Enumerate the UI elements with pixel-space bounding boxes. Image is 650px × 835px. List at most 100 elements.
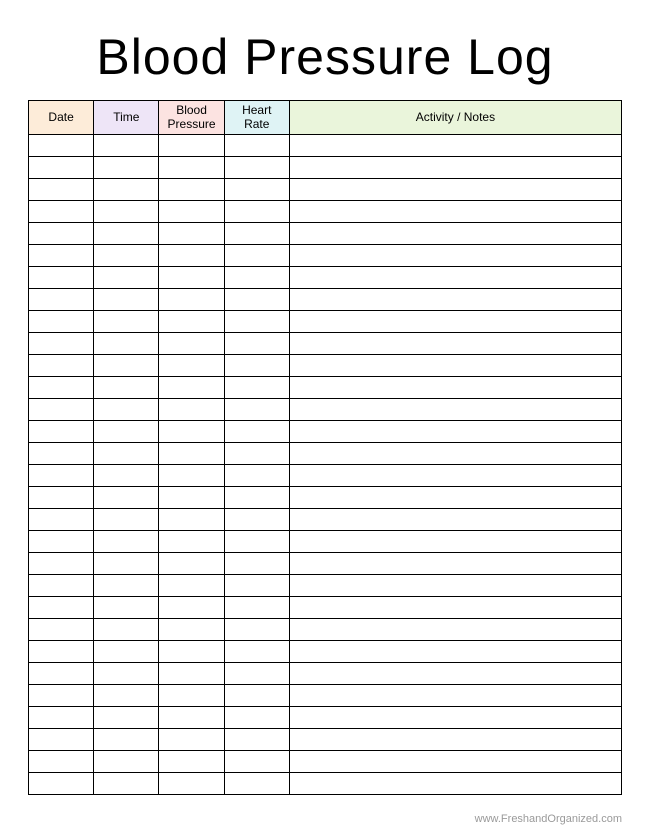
table-cell[interactable] — [29, 421, 94, 443]
table-cell[interactable] — [94, 531, 159, 553]
table-cell[interactable] — [289, 619, 621, 641]
table-cell[interactable] — [224, 663, 289, 685]
table-cell[interactable] — [224, 443, 289, 465]
table-cell[interactable] — [224, 707, 289, 729]
table-cell[interactable] — [224, 641, 289, 663]
table-cell[interactable] — [94, 135, 159, 157]
table-cell[interactable] — [159, 729, 224, 751]
table-cell[interactable] — [289, 333, 621, 355]
table-cell[interactable] — [29, 311, 94, 333]
table-cell[interactable] — [289, 443, 621, 465]
table-cell[interactable] — [94, 201, 159, 223]
table-cell[interactable] — [224, 399, 289, 421]
table-cell[interactable] — [159, 487, 224, 509]
table-cell[interactable] — [159, 465, 224, 487]
table-cell[interactable] — [289, 553, 621, 575]
table-cell[interactable] — [289, 465, 621, 487]
table-cell[interactable] — [289, 751, 621, 773]
table-cell[interactable] — [94, 553, 159, 575]
table-cell[interactable] — [29, 399, 94, 421]
table-cell[interactable] — [29, 267, 94, 289]
table-cell[interactable] — [289, 575, 621, 597]
table-cell[interactable] — [289, 663, 621, 685]
table-cell[interactable] — [224, 487, 289, 509]
table-cell[interactable] — [159, 597, 224, 619]
table-cell[interactable] — [224, 333, 289, 355]
table-cell[interactable] — [29, 619, 94, 641]
table-cell[interactable] — [289, 245, 621, 267]
table-cell[interactable] — [29, 729, 94, 751]
table-cell[interactable] — [159, 355, 224, 377]
table-cell[interactable] — [159, 289, 224, 311]
table-cell[interactable] — [94, 707, 159, 729]
table-cell[interactable] — [94, 641, 159, 663]
table-cell[interactable] — [224, 773, 289, 795]
table-cell[interactable] — [224, 267, 289, 289]
table-cell[interactable] — [94, 597, 159, 619]
table-cell[interactable] — [289, 531, 621, 553]
table-cell[interactable] — [94, 487, 159, 509]
table-cell[interactable] — [224, 355, 289, 377]
table-cell[interactable] — [224, 223, 289, 245]
table-cell[interactable] — [29, 641, 94, 663]
table-cell[interactable] — [29, 597, 94, 619]
table-cell[interactable] — [29, 289, 94, 311]
table-cell[interactable] — [29, 179, 94, 201]
table-cell[interactable] — [94, 619, 159, 641]
table-cell[interactable] — [94, 267, 159, 289]
table-cell[interactable] — [29, 509, 94, 531]
table-cell[interactable] — [94, 575, 159, 597]
table-cell[interactable] — [94, 223, 159, 245]
table-cell[interactable] — [94, 157, 159, 179]
table-cell[interactable] — [29, 443, 94, 465]
table-cell[interactable] — [29, 575, 94, 597]
table-cell[interactable] — [159, 333, 224, 355]
table-cell[interactable] — [159, 179, 224, 201]
table-cell[interactable] — [224, 597, 289, 619]
table-cell[interactable] — [159, 245, 224, 267]
table-cell[interactable] — [224, 201, 289, 223]
table-cell[interactable] — [224, 751, 289, 773]
table-cell[interactable] — [29, 707, 94, 729]
table-cell[interactable] — [224, 421, 289, 443]
table-cell[interactable] — [94, 751, 159, 773]
table-cell[interactable] — [224, 179, 289, 201]
table-cell[interactable] — [159, 663, 224, 685]
table-cell[interactable] — [289, 289, 621, 311]
table-cell[interactable] — [94, 509, 159, 531]
table-cell[interactable] — [29, 465, 94, 487]
table-cell[interactable] — [29, 355, 94, 377]
table-cell[interactable] — [94, 289, 159, 311]
table-cell[interactable] — [29, 773, 94, 795]
table-cell[interactable] — [159, 773, 224, 795]
table-cell[interactable] — [289, 267, 621, 289]
table-cell[interactable] — [94, 333, 159, 355]
table-cell[interactable] — [224, 465, 289, 487]
table-cell[interactable] — [159, 575, 224, 597]
table-cell[interactable] — [94, 729, 159, 751]
table-cell[interactable] — [159, 135, 224, 157]
table-cell[interactable] — [29, 553, 94, 575]
table-cell[interactable] — [159, 157, 224, 179]
table-cell[interactable] — [159, 223, 224, 245]
table-cell[interactable] — [159, 201, 224, 223]
table-cell[interactable] — [29, 245, 94, 267]
table-cell[interactable] — [94, 465, 159, 487]
table-cell[interactable] — [289, 597, 621, 619]
table-cell[interactable] — [224, 685, 289, 707]
table-cell[interactable] — [289, 685, 621, 707]
table-cell[interactable] — [159, 641, 224, 663]
table-cell[interactable] — [289, 421, 621, 443]
table-cell[interactable] — [289, 773, 621, 795]
table-cell[interactable] — [224, 311, 289, 333]
table-cell[interactable] — [224, 245, 289, 267]
table-cell[interactable] — [94, 377, 159, 399]
table-cell[interactable] — [159, 377, 224, 399]
table-cell[interactable] — [29, 157, 94, 179]
table-cell[interactable] — [159, 531, 224, 553]
table-cell[interactable] — [94, 179, 159, 201]
table-cell[interactable] — [29, 135, 94, 157]
table-cell[interactable] — [289, 399, 621, 421]
table-cell[interactable] — [29, 377, 94, 399]
table-cell[interactable] — [29, 751, 94, 773]
